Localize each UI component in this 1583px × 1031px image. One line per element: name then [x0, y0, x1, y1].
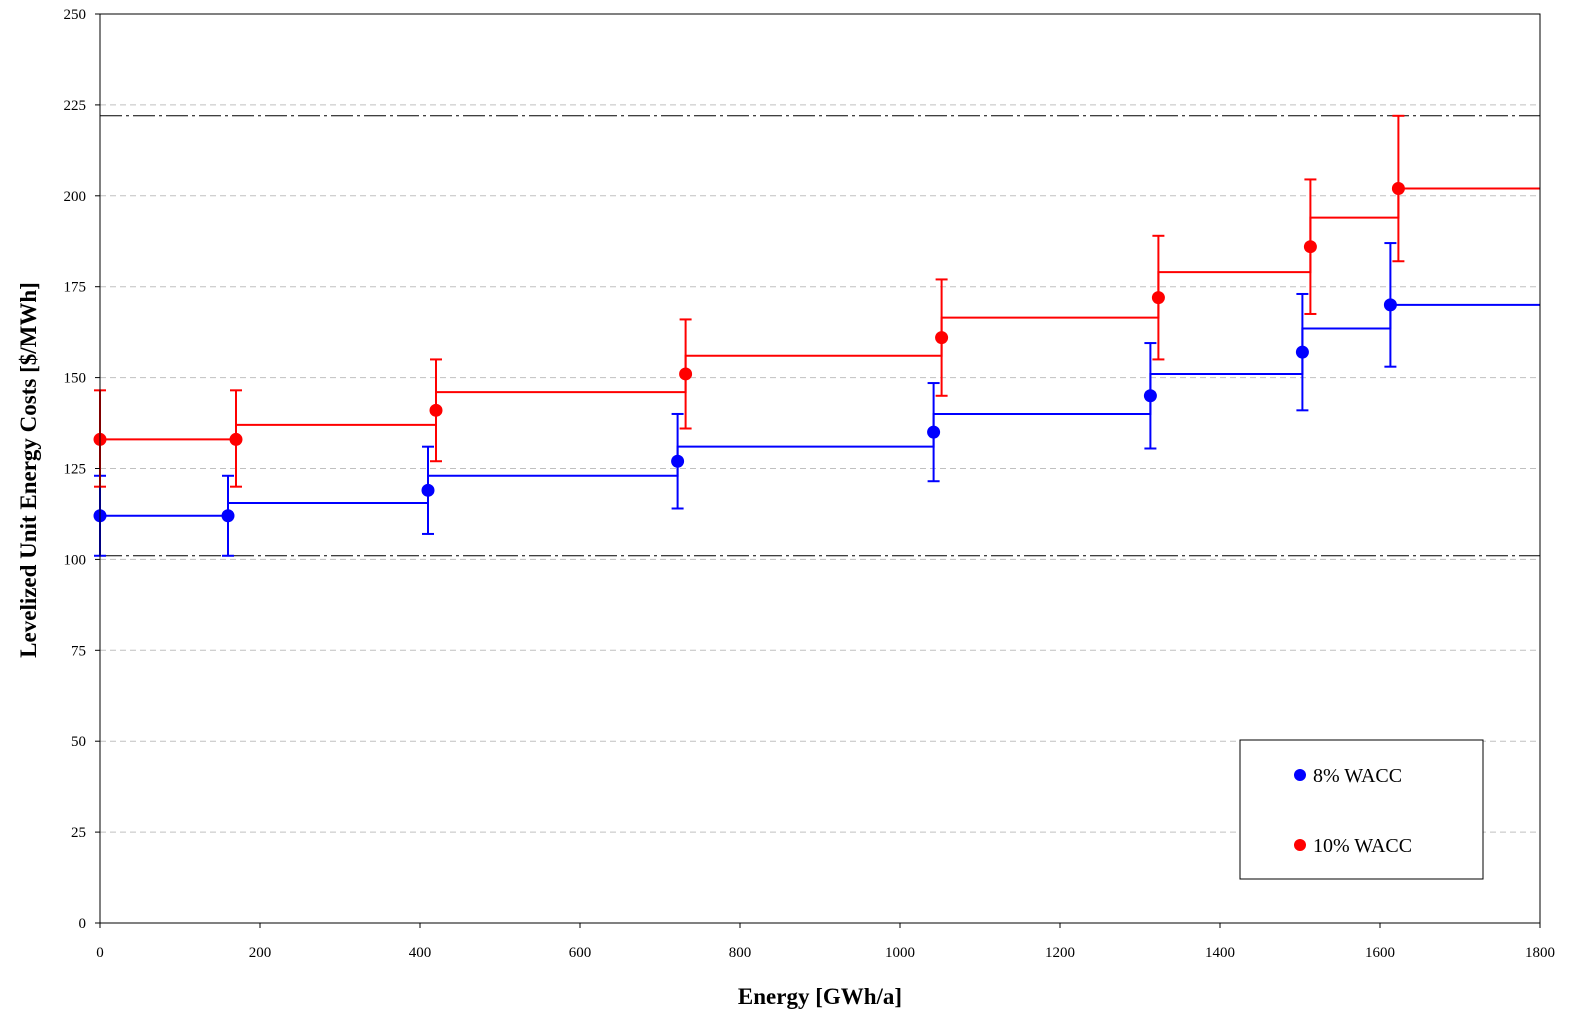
x-axis-ticks: 0 200 400 600 800 1000 1200 1400 1600 1800 — [96, 923, 1555, 961]
data-point — [1295, 345, 1309, 359]
gridlines — [100, 104, 1540, 833]
data-point — [1143, 389, 1157, 403]
series-0 — [93, 242, 1540, 557]
x-tick-label: 800 — [729, 945, 752, 961]
legend-box — [1239, 739, 1484, 880]
data-point — [1383, 298, 1397, 312]
legend-label-8pct: 8% WACC — [1313, 765, 1402, 787]
data-point — [421, 483, 435, 497]
step-line — [100, 303, 1540, 517]
x-tick-label: 1200 — [1045, 945, 1075, 961]
data-point — [229, 432, 243, 446]
series-1 — [93, 114, 1540, 488]
x-tick-label: 1800 — [1525, 945, 1555, 961]
y-tick-label: 50 — [71, 734, 86, 750]
y-tick-label: 175 — [64, 280, 87, 296]
data-point — [429, 403, 443, 417]
y-tick-label: 0 — [79, 916, 87, 932]
step-line — [100, 187, 1540, 441]
data-point — [927, 425, 941, 439]
y-tick-label: 25 — [71, 825, 86, 841]
y-tick-label: 100 — [64, 552, 87, 568]
y-tick-label: 75 — [71, 643, 86, 659]
data-point — [1151, 291, 1165, 305]
data-point — [671, 454, 685, 468]
x-tick-label: 0 — [96, 945, 104, 961]
x-tick-label: 1600 — [1365, 945, 1395, 961]
legend: 8% WACC 10% WACC — [1239, 739, 1484, 880]
legend-marker-8pct — [1294, 769, 1306, 781]
y-tick-label: 125 — [64, 462, 87, 478]
legend-marker-10pct — [1294, 839, 1306, 851]
y-axis-title: Levelized Unit Energy Costs [$/MWh] — [16, 282, 41, 658]
data-point — [221, 509, 235, 523]
data-point — [1391, 182, 1405, 196]
y-axis-ticks: 0 25 50 75 100 125 150 175 200 225 250 — [64, 7, 100, 932]
x-tick-label: 1400 — [1205, 945, 1235, 961]
x-tick-label: 600 — [569, 945, 592, 961]
x-tick-label: 200 — [249, 945, 272, 961]
y-tick-label: 150 — [64, 371, 87, 387]
data-point — [679, 367, 693, 381]
data-point — [1303, 240, 1317, 254]
x-tick-label: 400 — [409, 945, 432, 961]
data-point — [935, 331, 949, 345]
y-tick-label: 250 — [64, 7, 87, 23]
series-group — [93, 114, 1540, 557]
x-axis-title: Energy [GWh/a] — [738, 984, 902, 1009]
y-tick-label: 200 — [64, 189, 87, 205]
y-tick-label: 225 — [64, 98, 87, 114]
reference-lines — [100, 115, 1540, 557]
x-tick-label: 1000 — [885, 945, 915, 961]
legend-label-10pct: 10% WACC — [1313, 835, 1412, 857]
